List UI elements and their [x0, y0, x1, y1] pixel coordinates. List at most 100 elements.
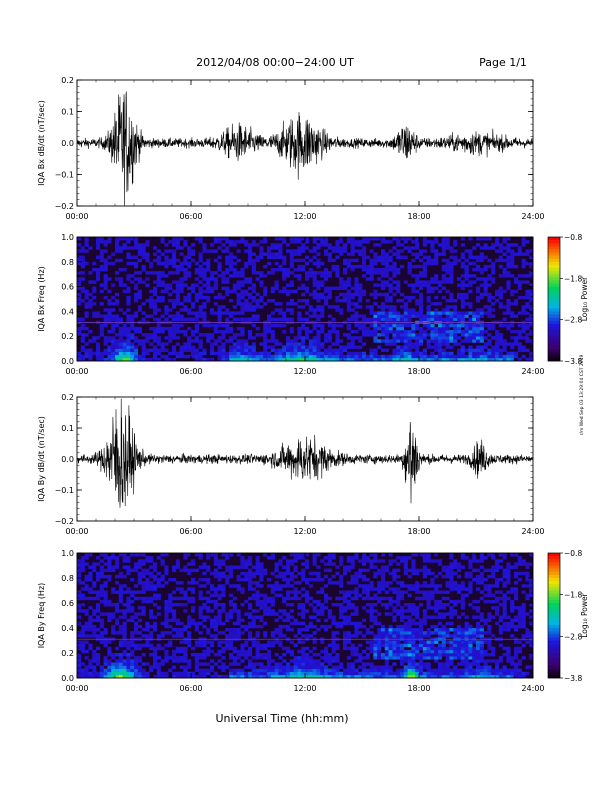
spectrogram-cell: [263, 668, 268, 673]
spectrogram-cell: [134, 283, 139, 287]
spectrogram-cell: [286, 562, 291, 566]
spectrogram-cell: [251, 286, 256, 290]
spectrogram-cell: [141, 354, 146, 359]
spectrogram-cell: [88, 351, 93, 356]
spectrogram-cell: [327, 330, 332, 334]
spectrogram-cell: [293, 268, 298, 272]
spectrogram-cell: [521, 330, 526, 334]
spectrogram-cell: [122, 643, 127, 648]
spectrogram-cell: [80, 317, 85, 321]
spectrogram-cell: [80, 593, 85, 598]
spectrogram-cell: [343, 246, 348, 250]
spectrogram-cell: [221, 351, 226, 356]
spectrogram-cell: [248, 351, 253, 356]
spectrogram-cell: [346, 668, 351, 673]
spectrogram-cell: [141, 609, 146, 613]
spectrogram-cell: [191, 258, 196, 263]
spectrogram-cell: [289, 330, 294, 334]
spectrogram-cell: [510, 249, 515, 253]
spectrogram-cell: [305, 237, 310, 241]
spectrogram-cell: [221, 593, 226, 598]
spectrogram-cell: [403, 674, 408, 679]
spectrogram-cell: [248, 584, 253, 588]
spectrogram-cell: [365, 628, 370, 632]
spectrogram-cell: [354, 606, 359, 610]
spectrogram-cell: [107, 568, 112, 573]
spectrogram-cell: [149, 624, 154, 629]
spectrogram-cell: [194, 323, 199, 328]
spectrogram-cell: [270, 323, 275, 328]
spectrogram-cell: [198, 339, 203, 343]
spectrogram-cell: [426, 308, 431, 312]
spectrogram-cell: [92, 280, 97, 284]
spectrogram-cell: [472, 348, 477, 352]
spectrogram-cell: [103, 568, 108, 573]
spectrogram-cell: [362, 342, 367, 346]
spectrogram-cell: [339, 581, 344, 585]
spectrogram-cell: [369, 277, 374, 281]
spectrogram-cell: [377, 305, 382, 309]
spectrogram-cell: [426, 342, 431, 346]
spectrogram-cell: [88, 671, 93, 676]
spectrogram-cell: [430, 277, 435, 281]
spectrogram-cell: [514, 289, 519, 294]
spectrogram-cell: [464, 258, 469, 263]
spectrogram-cell: [153, 258, 158, 263]
spectrogram-cell: [130, 578, 135, 582]
spectrogram-cell: [506, 342, 511, 346]
spectrogram-cell: [514, 354, 519, 359]
spectrogram-cell: [419, 299, 424, 303]
spectrogram-cell: [297, 640, 302, 644]
spectrogram-cell: [198, 631, 203, 635]
spectrogram-cell: [172, 261, 177, 266]
spectrogram-cell: [137, 271, 142, 275]
spectrogram-cell: [244, 305, 249, 309]
spectrogram-cell: [80, 246, 85, 250]
spectrogram-cell: [521, 308, 526, 312]
spectrogram-cell: [369, 671, 374, 676]
spectrogram-cell: [377, 665, 382, 669]
spectrogram-cell: [96, 593, 101, 598]
spectrogram-cell: [278, 665, 283, 669]
spectrogram-cell: [156, 274, 161, 278]
spectrogram-cell: [213, 662, 218, 666]
colorbar-swatch: [548, 314, 560, 318]
spectrogram-cell: [316, 571, 321, 576]
spectrogram-cell: [221, 345, 226, 349]
spectrogram-cell: [118, 643, 123, 648]
spectrogram-cell: [236, 587, 241, 591]
spectrogram-cell: [324, 659, 329, 663]
spectrogram-cell: [122, 246, 127, 250]
spectrogram-cell: [293, 618, 298, 623]
spectrogram-cell: [445, 326, 450, 331]
spectrogram-cell: [521, 264, 526, 269]
spectrogram-cell: [415, 357, 420, 362]
spectrogram-cell: [274, 342, 279, 346]
spectrogram-cell: [396, 568, 401, 573]
spectrogram-cell: [335, 653, 340, 657]
spectrogram-cell: [248, 646, 253, 651]
spectrogram-cell: [225, 326, 230, 331]
spectrogram-cell: [255, 243, 260, 247]
spectrogram-cell: [111, 252, 116, 256]
spectrogram-cell: [213, 280, 218, 284]
spectrogram-cell: [202, 289, 207, 294]
spectrogram-cell: [255, 634, 260, 638]
spectrogram-cell: [251, 615, 256, 619]
spectrogram-cell: [415, 264, 420, 269]
spectrogram-cell: [434, 354, 439, 359]
spectrogram-cell: [411, 342, 416, 346]
spectrogram-cell: [84, 674, 89, 679]
spectrogram-cell: [270, 243, 275, 247]
spectrogram-cell: [339, 596, 344, 601]
spectrogram-cell: [506, 264, 511, 269]
spectrogram-cell: [460, 274, 465, 278]
spectrogram-cell: [175, 587, 180, 591]
spectrogram-cell: [381, 565, 386, 569]
spectrogram-cell: [407, 283, 412, 287]
spectrogram-cell: [130, 631, 135, 635]
spectrogram-cell: [103, 659, 108, 663]
spectrogram-cell: [118, 587, 123, 591]
spectrogram-cell: [369, 668, 374, 673]
spectrogram-cell: [510, 243, 515, 247]
